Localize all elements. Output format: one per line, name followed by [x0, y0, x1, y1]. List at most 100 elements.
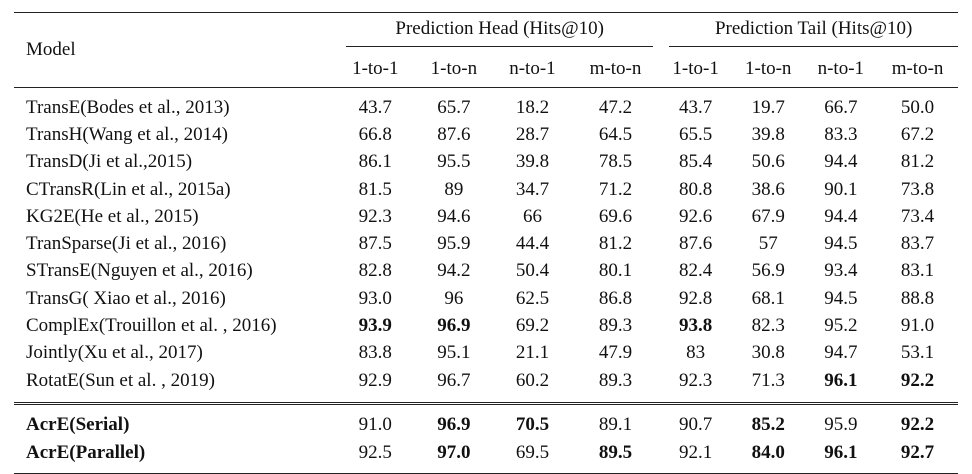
prediction-head-group-header: Prediction Head (Hits@10) [336, 13, 659, 52]
value-cell: 87.6 [679, 233, 713, 255]
value-cell: 66.8 [358, 123, 392, 145]
model-name-cell: RotatE(Sun et al. , 2019) [26, 369, 215, 391]
table-row: TransG( Xiao et al., 2016) 93.0 96 62.5 86.8… [14, 285, 958, 312]
model-column-header: Model [14, 12, 336, 88]
prediction-tail-group-header: Prediction Tail (Hits@10) [659, 13, 958, 52]
value-cell: 81.5 [358, 178, 392, 200]
model-name-cell: TransE(Bodes et al., 2013) [26, 96, 230, 118]
value-cell: 94.6 [437, 205, 471, 227]
model-name-cell: TransH(Wang et al., 2014) [26, 123, 228, 145]
value-cell: 64.5 [598, 123, 633, 145]
value-cell: 95.1 [437, 342, 471, 364]
value-cell: 94.4 [824, 205, 858, 227]
value-cell: 83 [686, 342, 706, 364]
value-cell: 91.0 [358, 414, 392, 436]
value-cell: 88.8 [900, 287, 935, 309]
sub-header-3: m-to-n [589, 58, 642, 79]
value-cell: 95.2 [824, 315, 858, 337]
table-row: CTransR(Lin et al., 2015a) 81.5 89 34.7 71.2… [14, 176, 958, 203]
value-cell: 34.7 [515, 178, 550, 200]
value-cell: 93.4 [824, 260, 858, 282]
table-row: KG2E(He et al., 2015) 92.3 94.6 66 69.6 92.6 6… [14, 203, 958, 230]
value-cell: 71.2 [598, 178, 633, 200]
value-cell: 57 [758, 233, 778, 255]
value-cell: 81.2 [900, 151, 935, 173]
value-cell: 82.3 [751, 315, 785, 337]
value-cell: 71.3 [751, 369, 785, 391]
value-cell: 94.5 [824, 287, 858, 309]
value-cell: 30.8 [751, 342, 785, 364]
value-cell: 50.4 [515, 260, 550, 282]
value-cell: 96.9 [437, 315, 471, 337]
value-cell: 97.0 [437, 442, 471, 464]
value-cell: 89.3 [598, 315, 633, 337]
sub-header-4: 1-to-1 [672, 58, 719, 79]
value-cell: 92.5 [358, 442, 392, 464]
value-cell: 94.7 [824, 342, 858, 364]
model-name-cell: AcrE(Parallel) [26, 442, 146, 464]
value-cell: 96.1 [824, 442, 858, 464]
value-cell: 50.0 [900, 96, 935, 118]
value-cell: 53.1 [900, 342, 935, 364]
sub-header-5: 1-to-n [745, 58, 792, 79]
value-cell: 90.7 [679, 414, 713, 436]
value-cell: 66 [522, 205, 542, 227]
table-row: TransD(Ji et al.,2015) 86.1 95.5 39.8 78.5 85… [14, 149, 958, 176]
baseline-rows: TransE(Bodes et al., 2013) 43.7 65.7 18.2 47… [14, 88, 958, 404]
value-cell: 66.7 [824, 96, 858, 118]
value-cell: 94.4 [824, 151, 858, 173]
value-cell: 86.1 [358, 151, 392, 173]
value-cell: 82.8 [358, 260, 392, 282]
value-cell: 39.8 [751, 123, 785, 145]
value-cell: 83.1 [900, 260, 935, 282]
value-cell: 96.1 [824, 369, 858, 391]
table-row: Jointly(Xu et al., 2017) 83.8 95.1 21.1 47.9… [14, 340, 958, 367]
value-cell: 89 [444, 178, 464, 200]
value-cell: 56.9 [751, 260, 785, 282]
value-cell: 39.8 [515, 151, 550, 173]
value-cell: 92.7 [900, 442, 935, 464]
sub-header-2: n-to-1 [509, 58, 556, 79]
value-cell: 67.9 [751, 205, 785, 227]
sub-header-row: 1-to-1 1-to-n n-to-1 m-to-n 1-to-1 1-to-n n-to… [14, 51, 958, 88]
table-row: AcrE(Serial) 91.0 96.9 70.5 89.1 90.7 85.2 95.9… [14, 404, 958, 440]
value-cell: 95.9 [437, 233, 471, 255]
value-cell: 84.0 [751, 442, 785, 464]
value-cell: 47.2 [598, 96, 633, 118]
value-cell: 92.2 [900, 414, 935, 436]
value-cell: 93.0 [358, 287, 392, 309]
value-cell: 50.6 [751, 151, 785, 173]
value-cell: 96.7 [437, 369, 471, 391]
table-row: STransE(Nguyen et al., 2016) 82.8 94.2 50.4… [14, 258, 958, 285]
value-cell: 73.4 [900, 205, 935, 227]
value-cell: 81.2 [598, 233, 633, 255]
model-name-cell: Jointly(Xu et al., 2017) [26, 342, 203, 364]
table-row: RotatE(Sun et al. , 2019) 92.9 96.7 60.2 89.… [14, 367, 958, 404]
model-name-cell: ComplEx(Trouillon et al. , 2016) [26, 315, 277, 337]
model-name-cell: TranSparse(Ji et al., 2016) [26, 233, 227, 255]
sub-header-6: n-to-1 [817, 58, 865, 79]
value-cell: 93.8 [679, 315, 713, 337]
value-cell: 62.5 [515, 287, 550, 309]
value-cell: 83.3 [824, 123, 858, 145]
sub-header-0: 1-to-1 [352, 58, 399, 79]
value-cell: 19.7 [751, 96, 785, 118]
value-cell: 21.1 [515, 342, 550, 364]
value-cell: 92.3 [679, 369, 713, 391]
value-cell: 68.1 [751, 287, 785, 309]
value-cell: 94.5 [824, 233, 858, 255]
value-cell: 92.8 [679, 287, 713, 309]
value-cell: 89.1 [598, 414, 633, 436]
value-cell: 43.7 [358, 96, 392, 118]
value-cell: 89.5 [598, 442, 633, 464]
value-cell: 93.9 [358, 315, 392, 337]
value-cell: 96 [444, 287, 464, 309]
value-cell: 92.2 [900, 369, 935, 391]
value-cell: 90.1 [824, 178, 858, 200]
value-cell: 47.9 [598, 342, 633, 364]
model-name-cell: TransG( Xiao et al., 2016) [26, 287, 226, 309]
table-row: ComplEx(Trouillon et al. , 2016) 93.9 96.9… [14, 312, 958, 339]
table-row: AcrE(Parallel) 92.5 97.0 69.5 89.5 92.1 84.0 96… [14, 439, 958, 474]
value-cell: 80.1 [598, 260, 633, 282]
